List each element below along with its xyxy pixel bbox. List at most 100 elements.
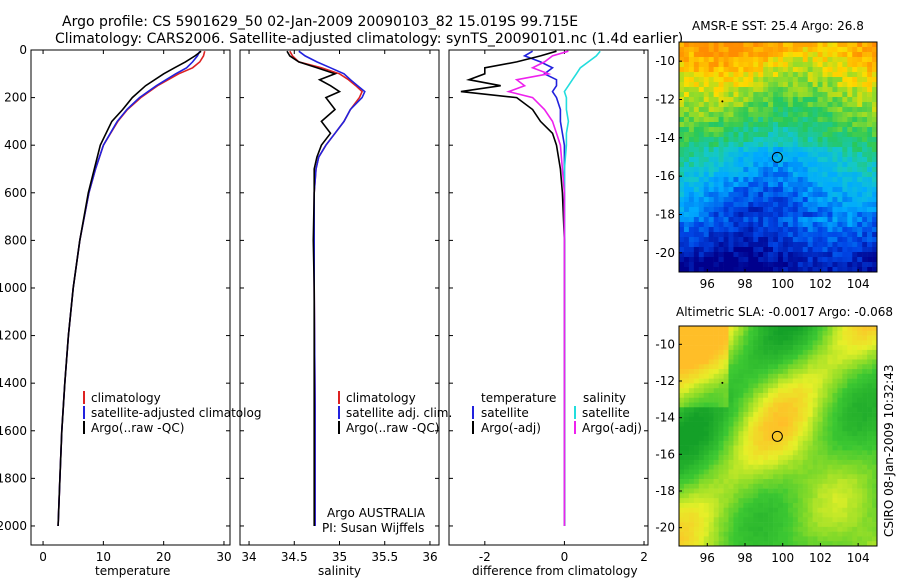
map-cell xyxy=(857,172,863,178)
map-cell xyxy=(807,397,813,403)
map-cell xyxy=(867,392,873,399)
map-cell xyxy=(862,267,868,273)
series-line-climatology xyxy=(57,51,206,527)
map-cell xyxy=(837,464,843,470)
map-cell xyxy=(688,479,695,485)
salinity-legend-satellite: satellite adj. clim. xyxy=(346,406,452,420)
map-cell xyxy=(802,373,808,379)
map-cell xyxy=(802,474,808,480)
map-cell xyxy=(743,373,749,379)
map-cell xyxy=(718,67,724,73)
map-cell xyxy=(807,345,813,351)
map-cell xyxy=(872,483,878,489)
map-cell xyxy=(743,541,749,547)
map-cell xyxy=(758,335,764,341)
map-cell xyxy=(703,502,709,509)
map-cell xyxy=(872,122,878,128)
map-cell xyxy=(688,369,695,375)
map-cell xyxy=(728,62,734,68)
map-cell xyxy=(698,237,705,243)
map-cell xyxy=(792,212,799,218)
map-cell xyxy=(683,359,690,365)
map-cell xyxy=(733,247,739,253)
map-cell xyxy=(852,364,858,370)
map-cell xyxy=(763,172,769,178)
map-cell xyxy=(832,92,838,98)
map-cell xyxy=(683,167,690,173)
map-cell xyxy=(842,182,848,188)
map-cell xyxy=(778,97,784,103)
map-cell xyxy=(787,197,794,203)
map-cell xyxy=(728,102,734,108)
map-cell xyxy=(773,464,779,470)
map-cell xyxy=(802,77,808,83)
map-cell xyxy=(758,247,764,253)
map-cell xyxy=(698,493,705,499)
map-cell xyxy=(802,197,808,203)
map-cell xyxy=(782,493,789,499)
side-timestamp: CSIRO 08-Jan-2009 10:32:43 xyxy=(882,365,896,537)
map-cell xyxy=(807,62,813,68)
map-cell xyxy=(679,436,685,442)
map-cell xyxy=(773,436,779,442)
map-cell xyxy=(817,217,823,223)
map-cell xyxy=(857,147,863,153)
map-cell xyxy=(743,122,749,128)
map-cell xyxy=(683,82,690,88)
map-cell xyxy=(758,359,764,365)
series-line-satellite-adjusted-climatology xyxy=(57,50,201,527)
map-cell xyxy=(822,383,828,389)
map-cell xyxy=(768,388,774,394)
map-cell xyxy=(837,112,843,118)
map-cell xyxy=(688,426,695,432)
map-cell xyxy=(857,52,863,58)
map-cell xyxy=(792,340,799,346)
map-cell xyxy=(758,512,764,518)
map-cell xyxy=(812,407,818,413)
map-cell xyxy=(867,202,873,208)
map-cell xyxy=(827,77,833,83)
map-cell xyxy=(842,526,848,532)
map-cell xyxy=(703,388,709,394)
map-cell xyxy=(872,388,878,394)
map-cell xyxy=(703,167,709,173)
map-cell xyxy=(782,42,789,48)
map-cell xyxy=(867,62,873,68)
map-cell xyxy=(867,52,873,58)
map-cell xyxy=(728,364,734,370)
map-cell xyxy=(857,517,863,523)
map-cell xyxy=(693,455,700,461)
map-cell xyxy=(817,502,823,509)
map-cell xyxy=(782,531,789,537)
map-cell xyxy=(827,257,833,263)
map-cell xyxy=(718,42,724,48)
map-cell xyxy=(718,407,724,413)
map-cell xyxy=(787,147,794,153)
map-cell xyxy=(782,267,789,273)
map-cell xyxy=(723,507,729,513)
map-cell xyxy=(812,62,818,68)
map-cell xyxy=(698,388,705,394)
map-cell xyxy=(698,82,705,88)
map-cell xyxy=(827,440,833,446)
map-cell xyxy=(817,42,823,48)
map-cell xyxy=(743,455,749,461)
map-cell xyxy=(683,493,690,499)
map-cell xyxy=(797,445,804,451)
map-cell xyxy=(817,488,823,494)
map-cell xyxy=(708,483,714,489)
map-cell xyxy=(812,207,818,213)
map-cell xyxy=(683,507,690,513)
map-cell xyxy=(778,202,784,208)
map-cell xyxy=(738,349,744,355)
map-cell xyxy=(733,162,739,168)
map-cell xyxy=(852,67,858,73)
map-cell xyxy=(792,464,799,470)
map-cell xyxy=(698,157,705,163)
map-cell xyxy=(753,52,759,58)
map-cell xyxy=(728,222,734,228)
map-cell xyxy=(708,257,714,263)
map-cell xyxy=(748,62,754,68)
map-cell xyxy=(688,493,695,499)
map-cell xyxy=(847,127,853,133)
